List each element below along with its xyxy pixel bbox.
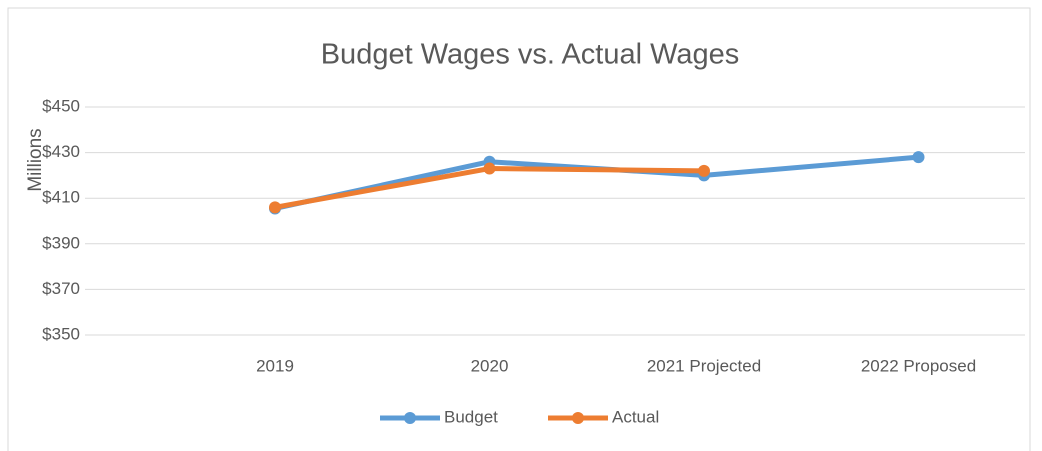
y-tick-label: $350: [42, 324, 80, 343]
y-tick-label: $370: [42, 279, 80, 298]
point: [912, 151, 925, 164]
legend-marker: [404, 412, 416, 424]
y-tick-label: $430: [42, 142, 80, 161]
point: [269, 201, 281, 214]
x-tick-label: 2021 Projected: [647, 356, 761, 375]
x-tick-label: 2022 Proposed: [861, 356, 976, 375]
x-tick-label: 2019: [256, 356, 294, 375]
y-tick-label: $390: [42, 233, 80, 252]
point: [698, 164, 710, 177]
x-tick-label: 2020: [471, 356, 509, 375]
chart-border: [7, 7, 1031, 451]
y-tick-label: $450: [42, 96, 80, 115]
y-axis-label: Millions: [25, 128, 46, 191]
legend-label: Actual: [612, 407, 659, 426]
y-tick-label: $410: [42, 188, 80, 207]
point: [483, 162, 496, 175]
legend-marker: [572, 412, 584, 424]
chart-title: Budget Wages vs. Actual Wages: [321, 39, 740, 71]
legend-label: Budget: [444, 407, 498, 426]
